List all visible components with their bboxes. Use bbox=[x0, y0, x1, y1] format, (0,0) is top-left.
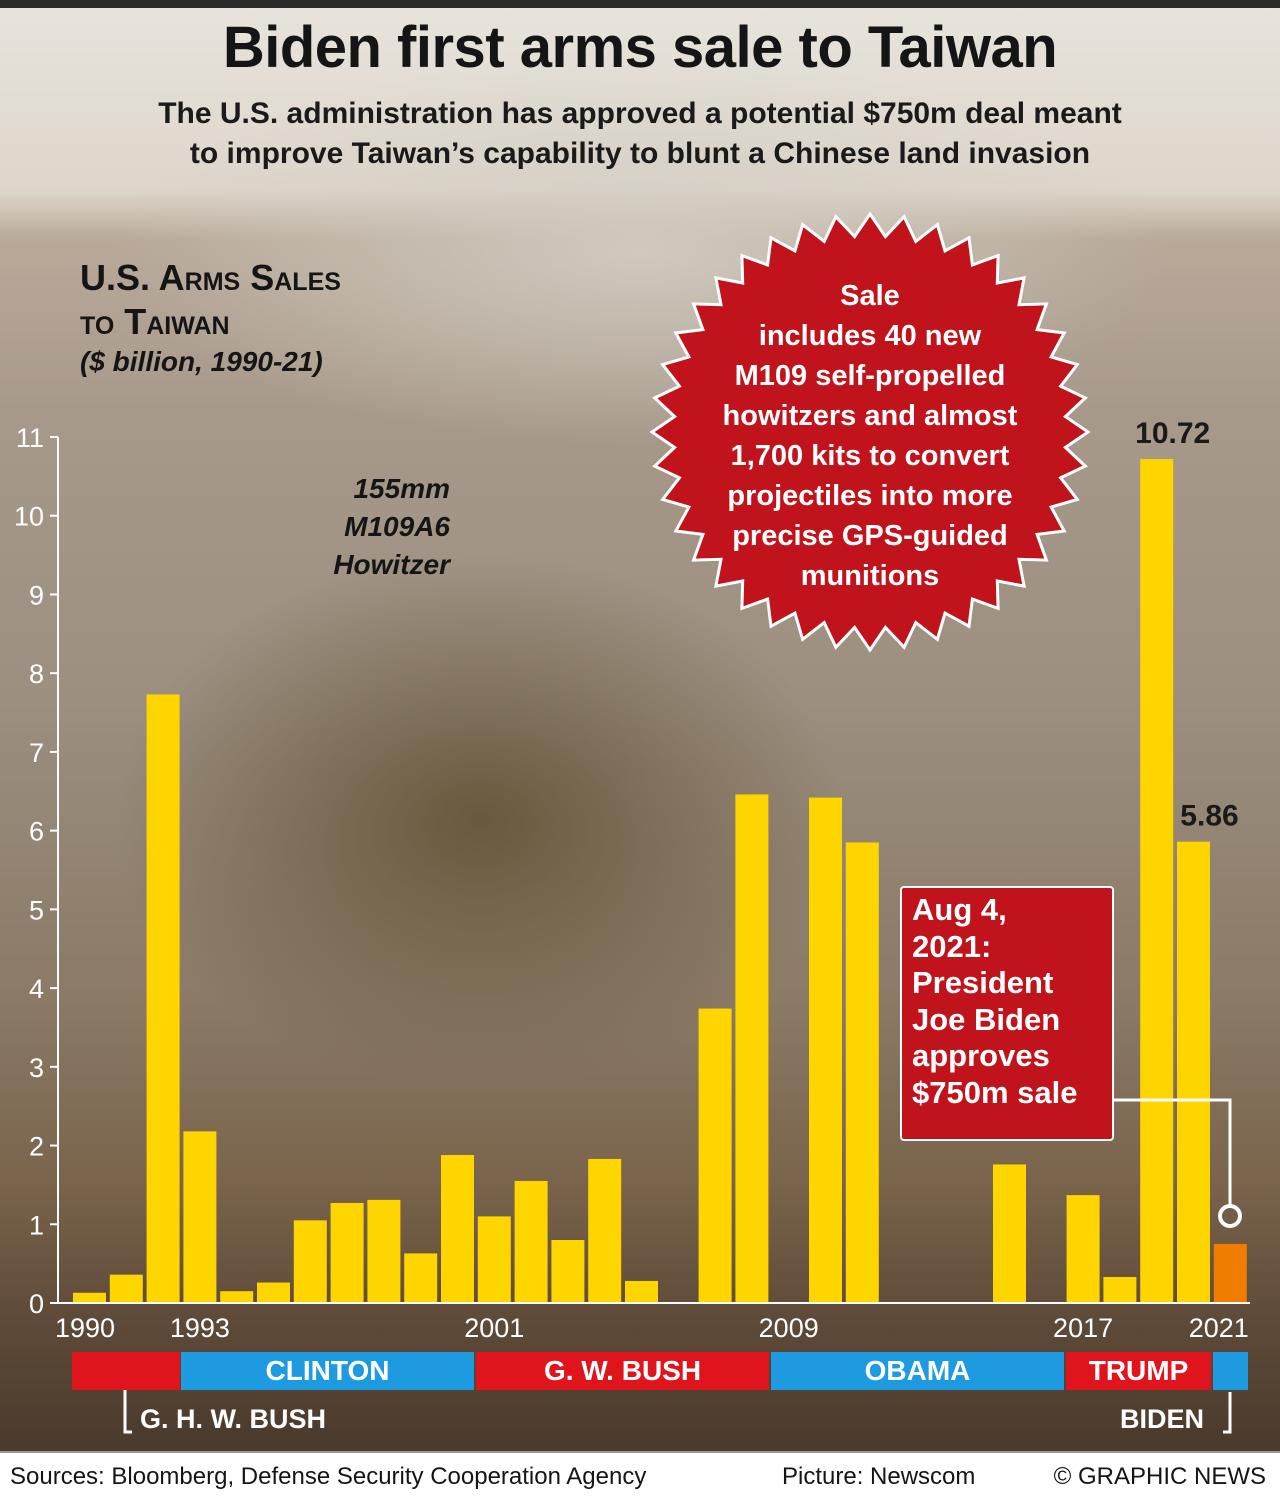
bar-1999 bbox=[404, 1253, 438, 1303]
subtitle-line-1: The U.S. administration has approved a p… bbox=[158, 97, 1122, 130]
bar-2018 bbox=[1103, 1277, 1137, 1303]
bar-2021 bbox=[1213, 1243, 1247, 1303]
picture-credit: Picture: Newscom bbox=[782, 1463, 976, 1490]
bar-1998 bbox=[367, 1199, 401, 1303]
callout-line: approves bbox=[912, 1038, 1050, 1073]
bar-2000 bbox=[441, 1154, 474, 1303]
callout-pointer-dot bbox=[1218, 1204, 1242, 1228]
bar-2020 bbox=[1177, 841, 1210, 1303]
chart-title-line-2: to Taiwan bbox=[80, 301, 230, 342]
badge-text: Sale includes 40 new M109 self-propelled… bbox=[690, 276, 1050, 596]
sources-text: Sources: Bloomberg, Defense Security Coo… bbox=[10, 1463, 647, 1490]
label-biden: BIDEN bbox=[1120, 1404, 1205, 1434]
bar-1994 bbox=[220, 1291, 254, 1303]
x-axis: 1990 1993 2001 2009 2017 2021 bbox=[55, 1302, 1250, 1343]
data-labels: 10.72 5.86 bbox=[1135, 417, 1239, 833]
era-biden bbox=[1213, 1352, 1248, 1390]
chart-unit: ($ billion, 1990-21) bbox=[80, 346, 323, 377]
x-tick-label: 1993 bbox=[170, 1313, 230, 1343]
footer: Sources: Bloomberg, Defense Security Coo… bbox=[0, 1451, 1280, 1504]
x-tick-label: 2001 bbox=[464, 1313, 524, 1343]
badge-line: howitzers and almost bbox=[722, 400, 1018, 432]
badge-line: 1,700 kits to convert bbox=[730, 440, 1010, 472]
callout-connector bbox=[1114, 1098, 1232, 1205]
badge-line: includes 40 new bbox=[758, 320, 982, 352]
starburst-badge bbox=[649, 211, 1091, 653]
bar-1992 bbox=[146, 694, 180, 1303]
image-caption: 155mm M109A6 Howitzer bbox=[333, 470, 450, 584]
x-tick-label: 2009 bbox=[759, 1313, 819, 1343]
top-bar bbox=[0, 0, 1280, 8]
bar-2008 bbox=[735, 794, 769, 1303]
chart-title-line-1: U.S. Arms Sales bbox=[80, 257, 341, 298]
badge-line: Sale bbox=[840, 280, 900, 312]
era-clinton: CLINTON bbox=[181, 1352, 474, 1390]
y-tick-label: 10 bbox=[14, 502, 44, 532]
era-bush-sr bbox=[72, 1352, 180, 1390]
y-tick-label: 2 bbox=[29, 1132, 44, 1162]
callout-line: President bbox=[912, 965, 1054, 1000]
chart-title: U.S. Arms Sales to Taiwan bbox=[80, 256, 341, 344]
bar-2001 bbox=[477, 1216, 511, 1303]
label-gh-w-bush: G. H. W. BUSH bbox=[140, 1404, 327, 1434]
x-tick-label: 2017 bbox=[1053, 1313, 1113, 1343]
badge-line: projectiles into more bbox=[727, 480, 1013, 512]
callout-text: Aug 4, 2021: President Joe Biden approve… bbox=[912, 892, 1112, 1111]
bar-2005 bbox=[625, 1280, 658, 1303]
subtitle-line-2: to improve Taiwan’s capability to blunt … bbox=[189, 137, 1091, 170]
caption-line-3: Howitzer bbox=[333, 549, 450, 580]
y-tick-label: 3 bbox=[29, 1053, 44, 1083]
bar-2007 bbox=[698, 1008, 732, 1303]
callout-line: $750m sale bbox=[912, 1074, 1078, 1110]
y-tick-label: 6 bbox=[29, 817, 44, 847]
badge-line: precise GPS-guided bbox=[732, 520, 1008, 552]
page-title: Biden first arms sale to Taiwan bbox=[222, 15, 1058, 80]
bar-1990 bbox=[73, 1292, 106, 1303]
copyright: © GRAPHIC NEWS bbox=[1053, 1463, 1266, 1490]
bar-2002 bbox=[514, 1180, 548, 1303]
callout-box bbox=[900, 886, 1114, 1141]
bar-1993 bbox=[183, 1131, 217, 1303]
y-tick-label: 8 bbox=[29, 659, 44, 689]
y-tick-label: 4 bbox=[29, 974, 44, 1004]
y-tick-label: 9 bbox=[29, 580, 44, 610]
y-axis: 0 1 2 3 4 5 6 7 8 9 10 11 bbox=[14, 423, 59, 1319]
subtitle: The U.S. administration has approved a p… bbox=[0, 94, 1280, 174]
caption-line-1: 155mm bbox=[353, 473, 450, 504]
y-tick-label: 5 bbox=[29, 895, 44, 925]
bar-2015 bbox=[993, 1164, 1026, 1303]
bar-2004 bbox=[588, 1158, 622, 1303]
bar-2019 bbox=[1140, 459, 1174, 1303]
bar-2011 bbox=[845, 842, 879, 1303]
bar-1995 bbox=[257, 1282, 290, 1303]
biden-bracket bbox=[1223, 1392, 1232, 1434]
y-tick-label: 1 bbox=[29, 1210, 44, 1240]
x-tick-label: 2021 bbox=[1189, 1313, 1249, 1343]
y-tick-label: 0 bbox=[29, 1289, 44, 1319]
bar-2017 bbox=[1066, 1195, 1100, 1303]
bar-1991 bbox=[109, 1274, 143, 1303]
badge-line: M109 self-propelled bbox=[734, 360, 1006, 392]
bar-1996 bbox=[293, 1220, 327, 1303]
badge-line: munitions bbox=[800, 560, 940, 592]
x-tick-label: 1990 bbox=[55, 1313, 115, 1343]
y-tick-label: 11 bbox=[16, 423, 44, 453]
era-trump: TRUMP bbox=[1066, 1352, 1211, 1390]
bar-1997 bbox=[330, 1203, 364, 1303]
callout-line: Joe Biden bbox=[912, 1001, 1061, 1037]
bar-2010 bbox=[809, 797, 842, 1303]
caption-line-2: M109A6 bbox=[344, 511, 450, 542]
era-gw-bush: G. W. BUSH bbox=[476, 1352, 769, 1390]
callout-line: Aug 4, bbox=[912, 892, 1007, 927]
era-obama: OBAMA bbox=[771, 1352, 1064, 1390]
bar-2003 bbox=[551, 1240, 585, 1303]
data-label-2019: 10.72 bbox=[1135, 417, 1210, 450]
callout-line: 2021: bbox=[912, 928, 992, 964]
bars bbox=[73, 459, 1247, 1303]
data-label-2020: 5.86 bbox=[1180, 800, 1238, 833]
y-tick-label: 7 bbox=[29, 738, 44, 768]
bush-sr-bracket bbox=[123, 1384, 132, 1434]
